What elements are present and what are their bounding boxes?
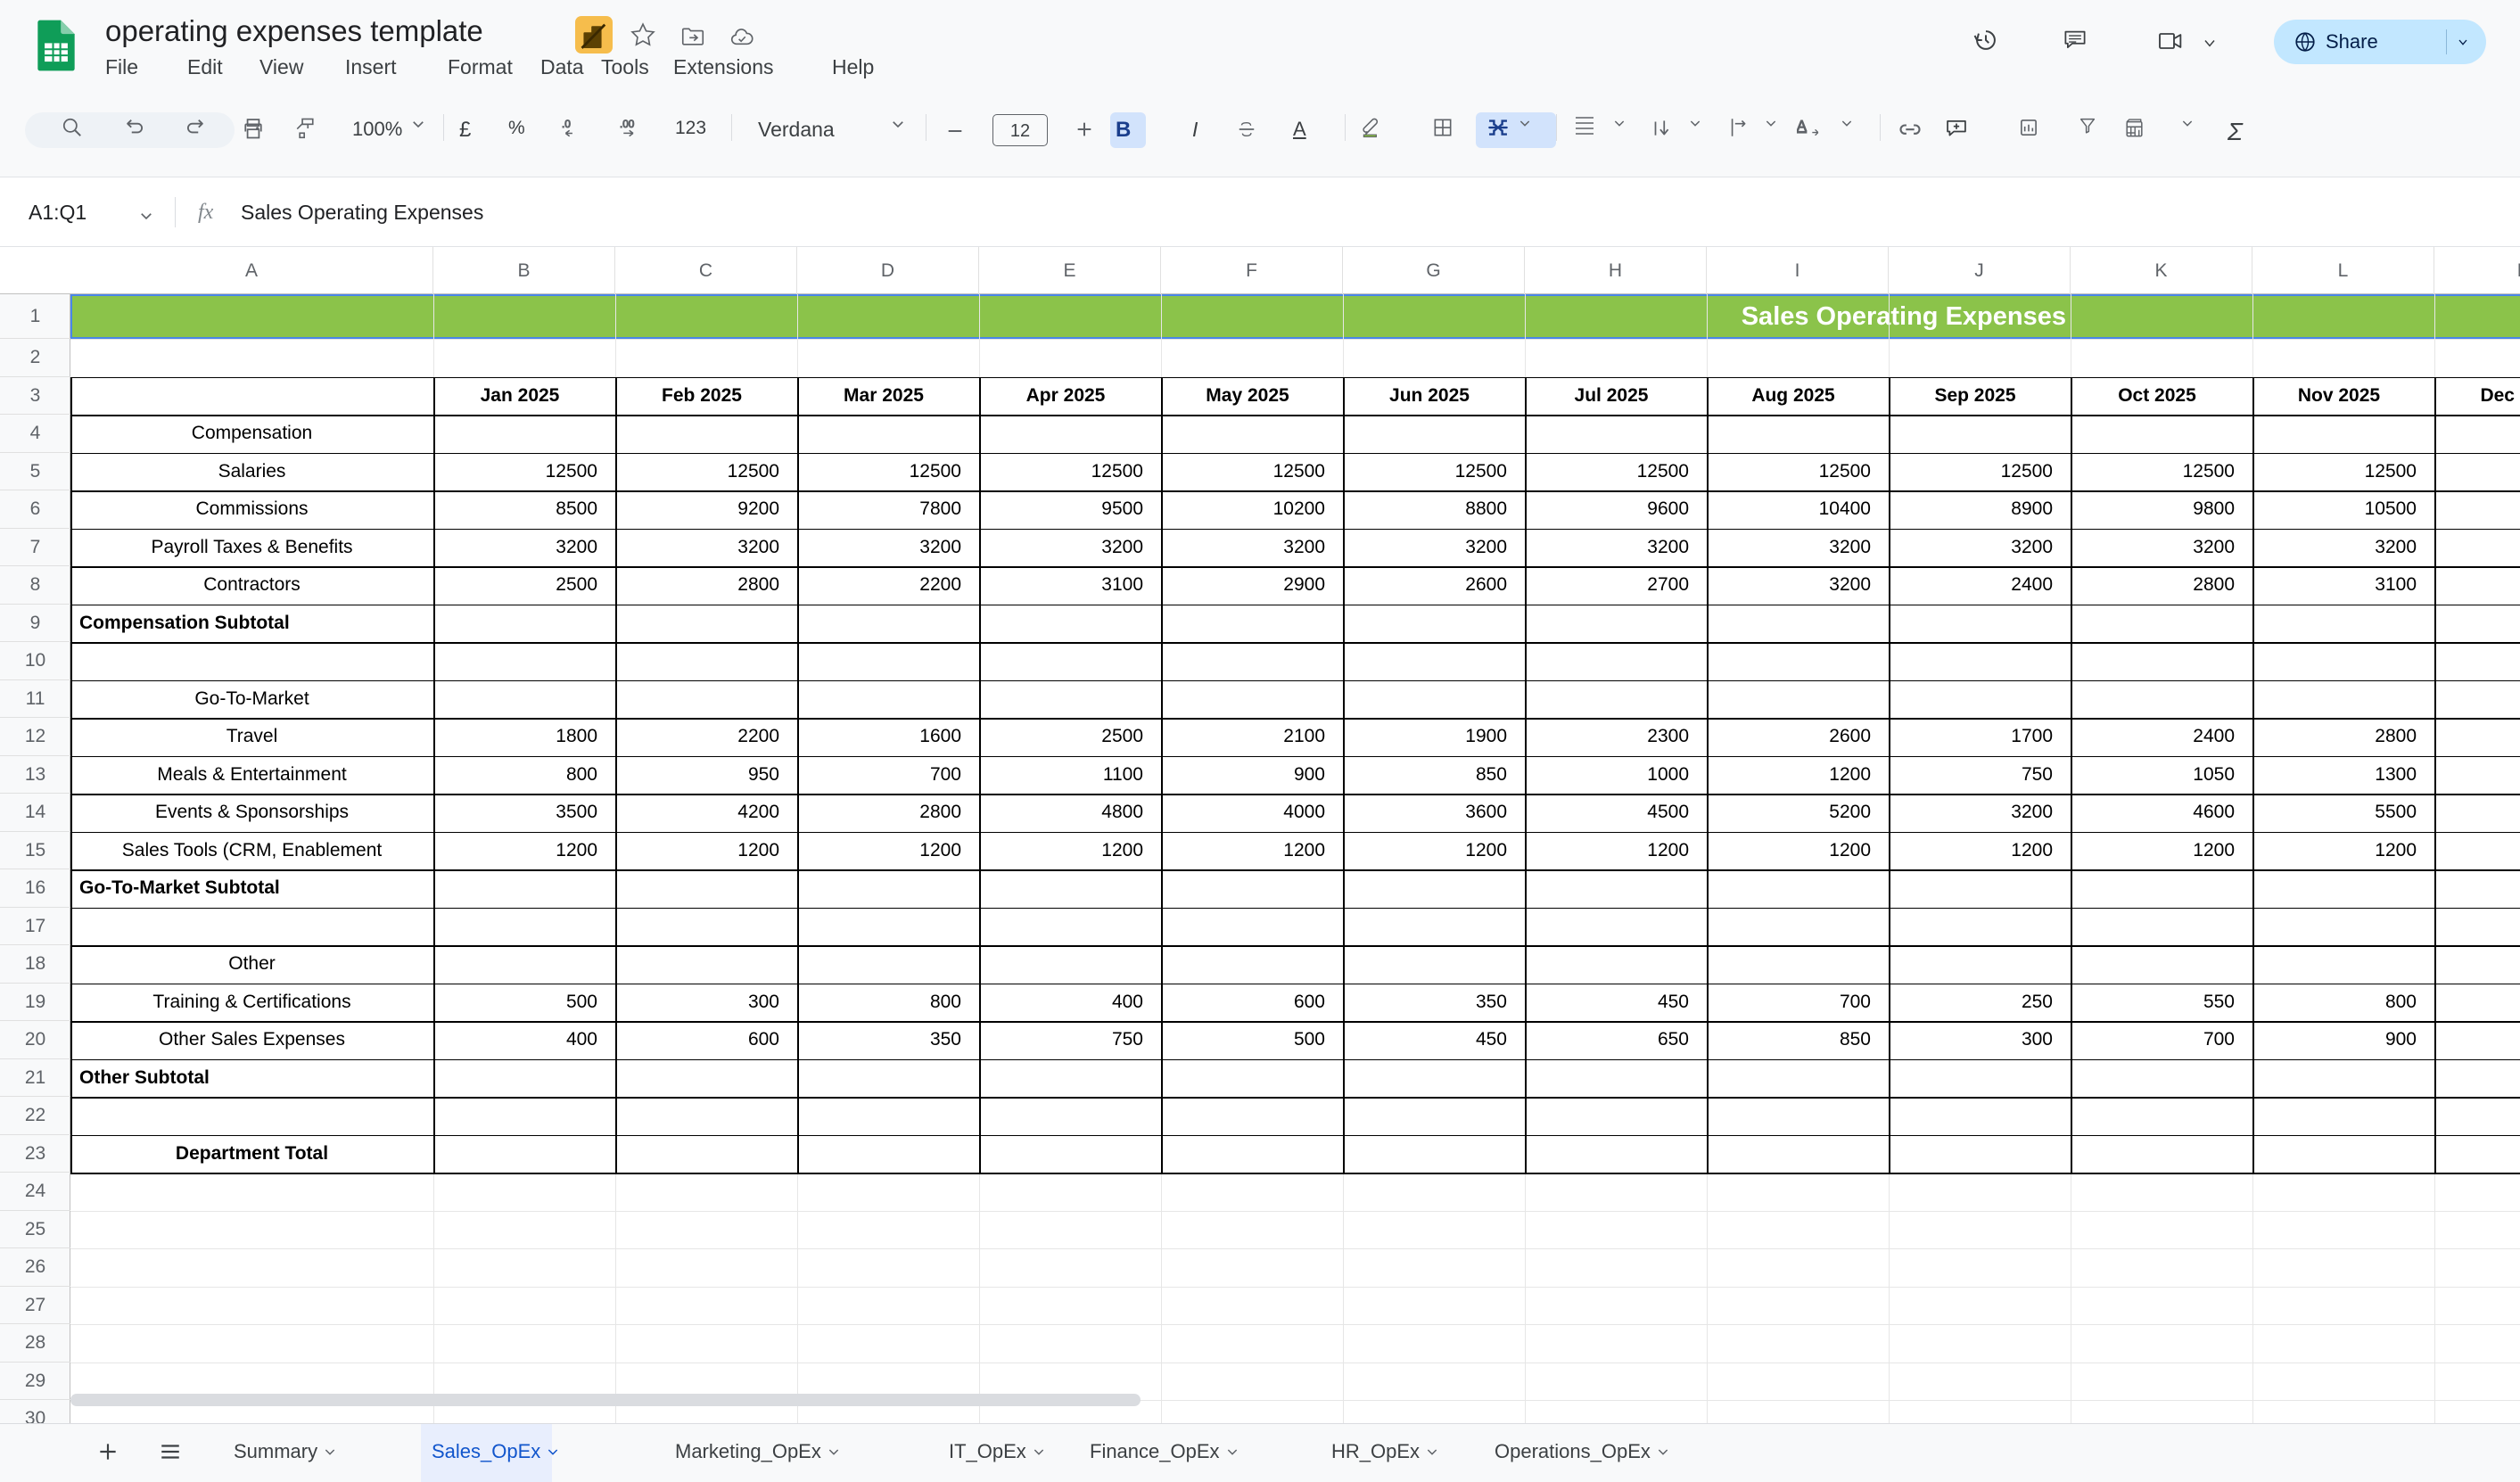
svg-text:.00: .00 (620, 119, 635, 130)
svg-text:A: A (1797, 118, 1807, 134)
svg-text:.0: .0 (562, 118, 571, 130)
